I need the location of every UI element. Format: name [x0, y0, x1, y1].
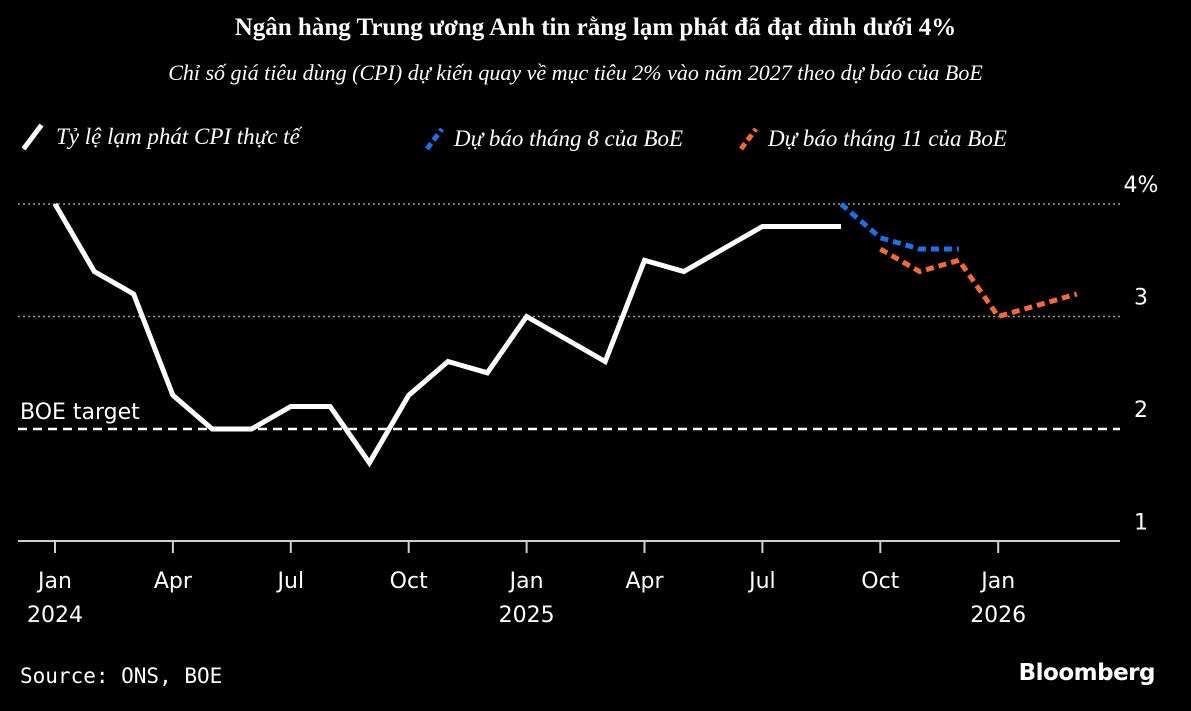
- legend-label-actual-cpi: Tỷ lệ lạm phát CPI thực tế: [56, 124, 300, 149]
- legend-swatch-actual-cpi: [22, 123, 44, 151]
- legend-swatch-nov-forecast: [739, 127, 758, 151]
- x-tick-label-2025-01: Jan: [508, 569, 544, 594]
- legend-label-aug-forecast: Dự báo tháng 8 của BoE: [454, 126, 684, 151]
- y-tick-label-1: 1: [1134, 511, 1148, 536]
- aug-forecast-line: [839, 202, 959, 252]
- x-tick-label-2024-07: Jul: [276, 569, 305, 594]
- y-tick-label-2: 2: [1134, 398, 1148, 423]
- x-tick-year-2024-01: 2024: [27, 603, 83, 628]
- legend-swatch-aug-forecast: [425, 127, 444, 151]
- chart-title: Ngân hàng Trung ương Anh tin rằng lạm ph…: [234, 14, 957, 41]
- source-note: Source: ONS, BOE: [20, 664, 223, 688]
- x-tick-label-2024-04: Apr: [154, 569, 193, 594]
- legend-label-nov-forecast: Dự báo tháng 11 của BoE: [768, 126, 1007, 151]
- nov-forecast-line: [879, 246, 1078, 320]
- x-tick-label-2025-04: Apr: [625, 569, 664, 594]
- actual-cpi-line: [52, 202, 841, 468]
- bloomberg-logo: Bloomberg: [1018, 660, 1156, 686]
- x-tick-label-2025-10: Oct: [861, 569, 899, 594]
- x-tick-label-2024-01: Jan: [36, 569, 72, 594]
- x-tick-year-2025-01: 2025: [499, 603, 555, 628]
- y-tick-label-4: 4%: [1124, 173, 1159, 198]
- boe-target-label: BOE target: [20, 400, 140, 425]
- x-tick-label-2026-01: Jan: [979, 569, 1015, 594]
- x-tick-label-2024-10: Oct: [390, 569, 428, 594]
- y-tick-label-3: 3: [1134, 286, 1148, 311]
- chart-subtitle: Chỉ số giá tiêu dùng (CPI) dự kiến quay …: [168, 60, 983, 85]
- x-tick-year-2026-01: 2026: [970, 603, 1026, 628]
- x-tick-label-2025-07: Jul: [747, 569, 776, 594]
